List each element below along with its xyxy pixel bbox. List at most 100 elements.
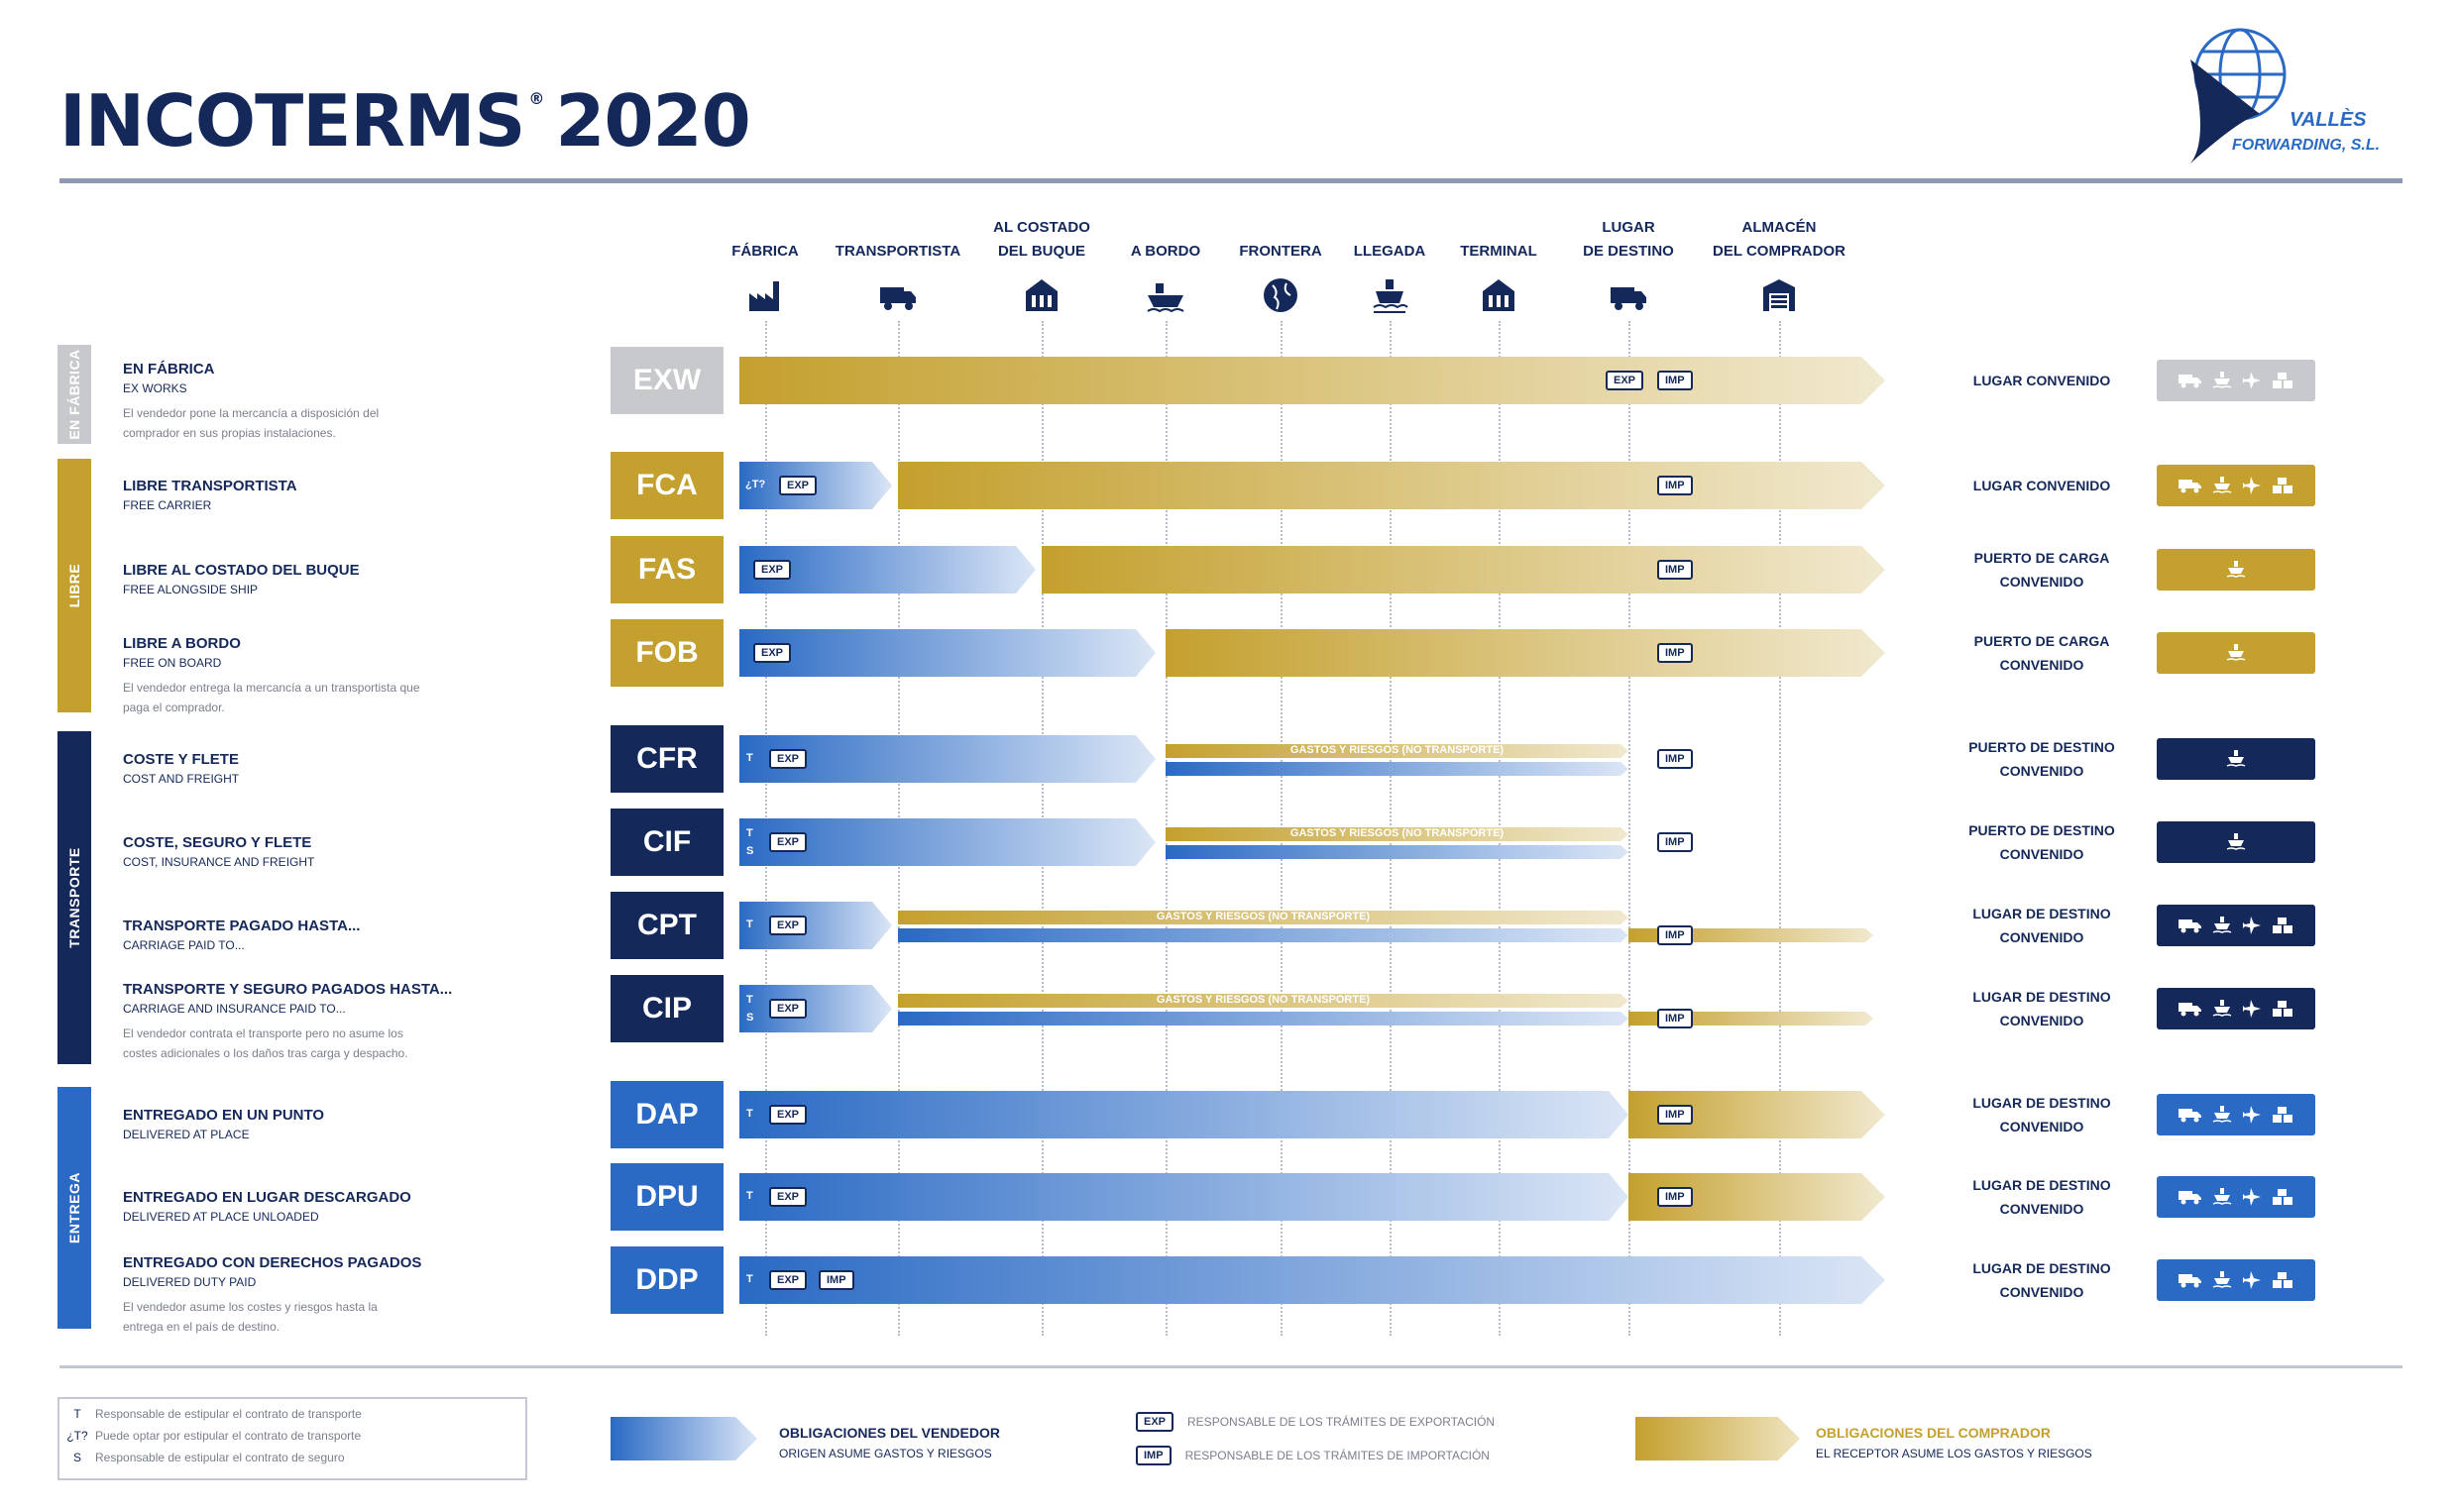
delivery-place: LUGAR CONVENIDO (1943, 474, 2141, 497)
incoterm-code-cif: CIF (611, 809, 724, 876)
column-header: A BORDO (1081, 216, 1250, 264)
transport-band (898, 1012, 1628, 1026)
exp-tag: EXP (769, 999, 808, 1019)
legend-seller: OBLIGACIONES DEL VENDEDOR ORIGEN ASUME G… (611, 1413, 1000, 1469)
column-header: FÁBRICA (681, 216, 849, 264)
delivery-place-line1: PUERTO DE CARGA (1973, 550, 2110, 566)
title-incoterms: INCOTERMS (59, 79, 525, 162)
cost-risk-band (898, 994, 1628, 1008)
group-bar: LIBRE (57, 459, 91, 712)
column-header: ALMACÉN DEL COMPRADOR (1695, 216, 1863, 264)
mode-truck-icon (2179, 919, 2201, 933)
transport-mark: T (746, 1108, 753, 1120)
term-description: LIBRE A BORDO FREE ON BOARD El vendedor en… (123, 635, 460, 717)
delivery-place: LUGAR DE DESTINO CONVENIDO (1943, 1173, 2141, 1221)
seller-arrow (739, 546, 1036, 594)
legend-seller-sub: ORIGEN ASUME GASTOS Y RIESGOS (779, 1447, 992, 1460)
term-title: LIBRE TRANSPORTISTA (123, 478, 297, 494)
delivery-place-line1: LUGAR DE DESTINO (1972, 906, 2111, 921)
insurance-mark: S (746, 845, 754, 857)
column-label-line2: TRANSPORTISTA (835, 243, 961, 260)
imp-tag: IMP (1657, 371, 1693, 390)
exp-tag: EXP (769, 916, 808, 935)
delivery-place: PUERTO DE CARGA CONVENIDO (1943, 546, 2141, 594)
mode-ship-icon (2212, 1106, 2232, 1123)
term-english-name: DELIVERED DUTY PAID (123, 1275, 257, 1289)
delivery-place-line2: CONVENIDO (1999, 1201, 2084, 1217)
imp-tag: IMP (1657, 643, 1693, 663)
imp-tag: IMP (1657, 1009, 1693, 1028)
mode-plane-icon (2243, 477, 2261, 494)
term-description: COSTE, SEGURO Y FLETE COST, INSURANCE AND… (123, 834, 460, 869)
term-description: EN FÁBRICA EX WORKS El vendedor pone la me… (123, 361, 460, 443)
company-logo: VALLÈS FORWARDING, S.L. (2171, 20, 2428, 168)
column-label-line2: DEL COMPRADOR (1713, 243, 1845, 260)
term-title: ENTREGADO CON DERECHOS PAGADOS (123, 1254, 422, 1271)
column-header: LLEGADA (1305, 216, 1474, 264)
column-label-line1: ALMACÉN (1741, 219, 1817, 236)
group-bar: ENTREGA (57, 1087, 91, 1329)
incoterm-code-cip: CIP (611, 975, 724, 1042)
legend-row-s: S Responsable de estipular el contrato de… (72, 1451, 345, 1464)
band-label: GASTOS Y RIESGOS (NO TRANSPORTE) (1289, 827, 1505, 839)
mode-truck-icon (2179, 1109, 2201, 1123)
term-title: LIBRE AL COSTADO DEL BUQUE (123, 562, 360, 579)
mode-truck-icon (2179, 375, 2201, 388)
legend-row-t: T Responsable de estipular el contrato de… (73, 1407, 362, 1421)
term-english-name: DELIVERED AT PLACE UNLOADED (123, 1210, 319, 1224)
transport-mark: T (746, 752, 753, 764)
exp-tag: EXP (769, 1187, 808, 1207)
mode-plane-icon (2243, 917, 2261, 934)
band-label: GASTOS Y RIESGOS (NO TRANSPORTE) (1289, 744, 1505, 756)
warehouse-icon (1759, 275, 1799, 315)
seller-arrow (739, 985, 892, 1032)
term-title: ENTREGADO EN LUGAR DESCARGADO (123, 1189, 411, 1206)
term-description: TRANSPORTE Y SEGURO PAGADOS HASTA... CARR… (123, 981, 460, 1063)
delivery-place: LUGAR DE DESTINO CONVENIDO (1943, 1091, 2141, 1138)
column-header: TRANSPORTISTA (814, 216, 982, 264)
cost-risk-band (1166, 744, 1628, 758)
term-title: EN FÁBRICA (123, 361, 215, 378)
title-year: 2020 (555, 79, 750, 162)
truck-icon (1609, 275, 1648, 315)
delivery-place-line1: LUGAR CONVENIDO (1972, 478, 2111, 493)
transport-modes (2157, 905, 2315, 946)
legend-buyer: OBLIGACIONES DEL COMPRADOR EL RECEPTOR A… (1635, 1413, 2092, 1469)
buyer-arrow (1628, 1173, 1885, 1221)
terminal-icon (1479, 275, 1518, 315)
band-label: GASTOS Y RIESGOS (NO TRANSPORTE) (1156, 911, 1371, 922)
buyer-arrow (1628, 1091, 1885, 1138)
delivery-place-line1: LUGAR DE DESTINO (1972, 989, 2111, 1005)
transport-modes (2157, 1094, 2315, 1135)
delivery-place-line1: LUGAR DE DESTINO (1972, 1095, 2111, 1111)
exp-tag: EXP (769, 749, 808, 769)
column-label-line1: AL COSTADO (993, 219, 1090, 236)
ship-icon (1146, 275, 1185, 315)
transport-modes (2157, 549, 2315, 591)
cost-risk-band (898, 911, 1628, 924)
mode-boxes-icon (2273, 918, 2292, 933)
mode-ship-icon (2212, 917, 2232, 933)
mode-plane-icon (2243, 1106, 2261, 1124)
legend-row-tq: ¿T? Puede optar por estipular el contrato… (66, 1429, 362, 1443)
term-english-name: CARRIAGE AND INSURANCE PAID TO... (123, 1002, 346, 1016)
mode-boxes-icon (2273, 478, 2292, 493)
delivery-place-line2: CONVENIDO (1999, 846, 2084, 862)
delivery-place-line1: LUGAR CONVENIDO (1972, 373, 2111, 388)
mode-plane-icon (2243, 372, 2261, 389)
truck-icon (878, 275, 918, 315)
page-title: INCOTERMS ® 2020 (59, 79, 751, 162)
column-guide-line (1628, 321, 1630, 1336)
delivery-place: LUGAR DE DESTINO CONVENIDO (1943, 985, 2141, 1032)
exp-tag: EXP (753, 643, 792, 663)
legend-imp-tag: IMP (1136, 1446, 1172, 1465)
delivery-place-line1: PUERTO DE CARGA (1973, 633, 2110, 649)
group-label: EN FÁBRICA (66, 349, 82, 440)
term-explanation: El vendedor contrata el transporte pero … (123, 1026, 408, 1060)
imp-tag: IMP (1657, 476, 1693, 495)
buyer-arrow (739, 357, 1885, 404)
incoterm-code-fob: FOB (611, 619, 724, 687)
legend-exp-text: RESPONSABLE DE LOS TRÁMITES DE EXPORTACI… (1187, 1415, 1496, 1429)
delivery-place-line2: CONVENIDO (1999, 657, 2084, 673)
incoterm-code-dpu: DPU (611, 1163, 724, 1231)
